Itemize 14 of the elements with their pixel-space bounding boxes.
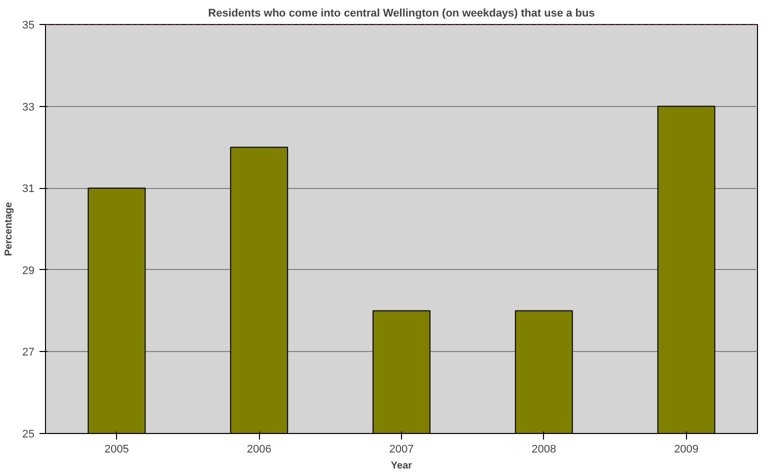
x-tick-label: 2008 <box>532 444 556 456</box>
y-tick-label: 33 <box>22 101 35 114</box>
x-tick-label: 2005 <box>104 444 129 456</box>
y-tick-label: 31 <box>22 183 35 196</box>
y-tick-label: 27 <box>22 346 35 359</box>
y-tick-label: 25 <box>22 428 35 440</box>
x-tick-label: 2009 <box>674 444 699 456</box>
y-axis-title: Percentage <box>3 202 14 256</box>
chart-title: Residents who come into central Wellington (on weekdays) that use a bus <box>208 8 595 20</box>
y-tick-label: 29 <box>22 264 35 277</box>
y-tick-label: 35 <box>22 20 35 32</box>
x-tick-label: 2007 <box>389 444 414 456</box>
x-axis-title: Year <box>390 460 412 472</box>
x-tick-label: 2006 <box>246 444 272 456</box>
